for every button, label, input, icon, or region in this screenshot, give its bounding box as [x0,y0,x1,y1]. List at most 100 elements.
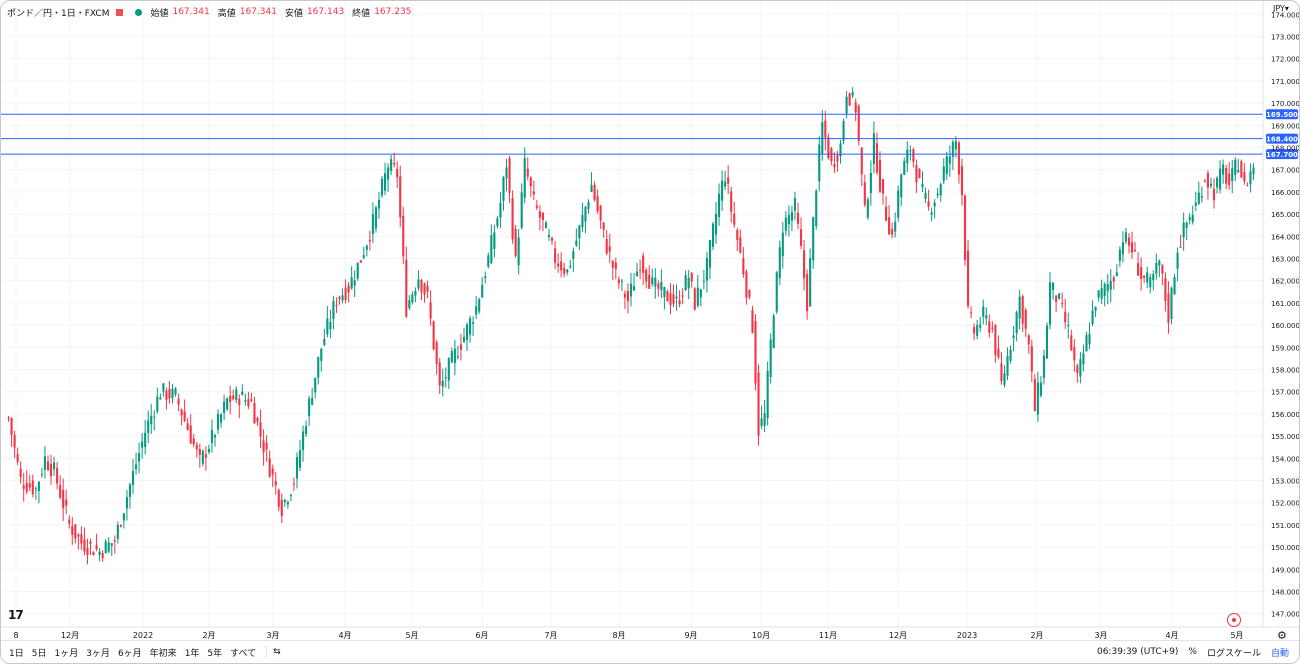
candle-body [125,497,129,509]
candle-body [277,489,280,507]
candle-body [1167,293,1170,323]
market-status-icon [135,8,143,16]
auto-scale-toggle[interactable]: 自動 [1270,648,1289,659]
candle-body [957,142,961,175]
gear-icon[interactable]: ⚙ [1277,629,1287,642]
range-button[interactable]: 年初来 [149,648,177,659]
candle-body [423,283,426,295]
candle-body [490,235,493,264]
candle-body [195,445,198,450]
candle-body [198,448,201,456]
candle-body [690,272,693,282]
range-button[interactable]: 1ヶ月 [54,648,79,659]
candle-body [201,450,204,464]
candle-body [645,269,648,282]
candle-body [966,250,970,306]
x-tick-label: 10月 [752,631,770,640]
candle-body [739,237,742,253]
candle-body [560,261,563,271]
candle-body [374,207,377,229]
candle-body [769,339,772,377]
calendar-goto-icon[interactable]: ⇆ [273,647,281,657]
candle-body [909,150,912,152]
x-tick-label: 4月 [1165,631,1178,640]
candle-body [10,418,13,436]
candle-body [481,284,484,298]
candle-body [708,240,712,268]
candle-body [1176,252,1179,269]
candle-body [857,105,860,141]
price-label-bg [1266,133,1298,144]
candle-body [456,356,459,358]
candle-body [1212,189,1216,201]
candle-body [1055,295,1058,302]
log-scale-toggle[interactable]: ログスケール [1206,648,1261,659]
candle-body [1076,365,1079,374]
candle-body [1200,195,1203,198]
candle-body [520,192,523,228]
candle-body [1067,325,1070,327]
candle-body [687,277,690,289]
candle-body [478,299,481,312]
candle-body [204,454,207,458]
candle-body [34,488,37,490]
range-button[interactable]: 5日 [31,648,47,659]
candle-body [1215,178,1219,188]
candle-body [1058,293,1061,299]
candle-body [818,144,821,182]
candle-body [1121,242,1124,255]
candle-body [80,534,83,544]
candle-body [262,440,265,453]
candle-body [487,255,490,267]
candle-body [924,192,927,199]
candle-body [43,456,47,470]
candle-body [1024,310,1027,329]
range-button[interactable]: 3ヶ月 [86,648,110,659]
candle-body [1079,359,1082,377]
y-tick-label: 149.000 [1271,566,1299,574]
range-button[interactable]: すべて [230,648,257,659]
candle-body [921,183,924,188]
open-label: 始値 [150,8,169,19]
low-label: 安値 [284,8,303,19]
candle-body [462,336,466,342]
goto-realtime-icon[interactable] [1227,613,1241,627]
candle-body [963,195,967,261]
low-value: 167.143 [306,7,345,17]
candle-body [854,102,857,113]
range-button[interactable]: 1日 [9,648,24,659]
candle-body [1091,310,1094,325]
x-tick-label: 2022 [133,631,153,640]
y-tick-label: 153.000 [1271,477,1299,485]
open-value: 167.341 [172,7,210,17]
candle-body [153,416,156,418]
y-tick-label: 167.000 [1271,167,1299,175]
candle-body [1015,312,1018,334]
candle-body [475,306,478,315]
candle-body [274,481,277,486]
candle-body [1209,183,1213,187]
candle-body [405,259,408,317]
high-label: 高値 [217,8,236,19]
y-tick-label: 164.000 [1271,233,1299,241]
candle-body [757,372,760,436]
candle-body [541,212,545,220]
candle-body [353,280,356,286]
candle-body [918,169,921,179]
range-button[interactable]: 1年 [184,648,200,659]
percent-toggle[interactable]: % [1188,647,1197,657]
candle-body [1194,202,1197,206]
candle-body [1203,181,1206,183]
candle-body [496,218,499,227]
candle-body [40,473,43,475]
candle-body [1243,171,1246,182]
currency-label[interactable]: JPY▾ [1273,4,1289,13]
candle-body [639,269,642,271]
range-button[interactable]: 6ヶ月 [117,648,142,659]
symbol-title[interactable]: ポンド／円・1日・FXCM [7,8,110,19]
candle-body [1152,274,1155,281]
tradingview-logo-icon[interactable]: 17 [8,608,24,622]
clock-time[interactable]: 06:39:39 (UTC+9) [1096,647,1179,657]
range-button[interactable]: 5年 [207,648,223,659]
candlestick-chart[interactable]: 169.500 168.400 167.700 147.000 148.000 149.… [1,1,1299,641]
